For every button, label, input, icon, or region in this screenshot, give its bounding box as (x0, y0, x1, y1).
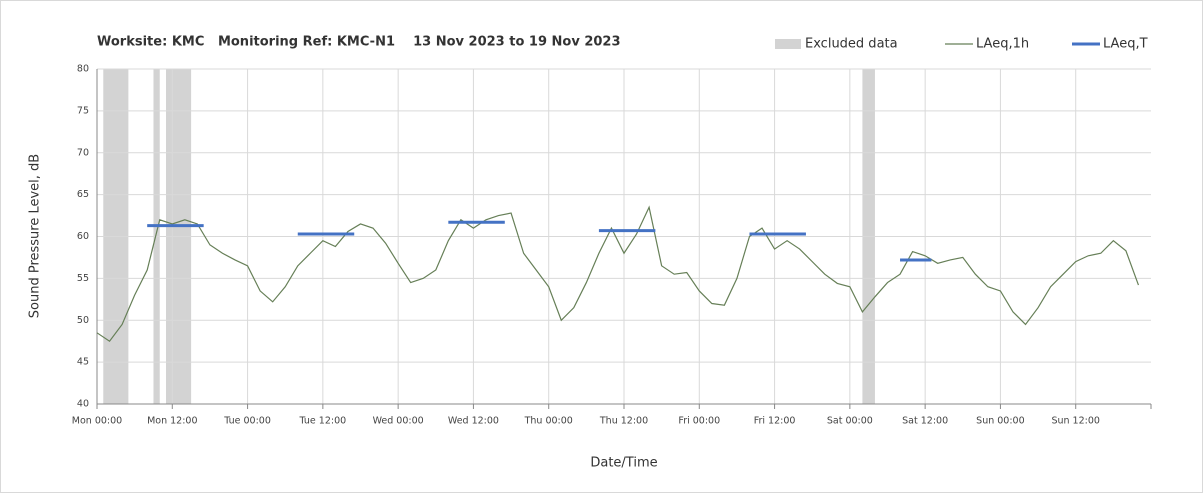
x-tick-label: Tue 00:00 (223, 416, 271, 427)
x-tick-label: Thu 00:00 (524, 416, 573, 427)
legend-label: LAeq,T (1103, 37, 1148, 52)
legend-label: LAeq,1h (976, 37, 1029, 52)
y-tick-label: 75 (77, 105, 89, 116)
x-tick-label: Tue 12:00 (299, 416, 347, 427)
y-tick-label: 55 (77, 273, 89, 284)
x-tick-label: Sun 12:00 (1051, 416, 1099, 427)
x-tick-label: Wed 12:00 (448, 416, 499, 427)
chart-title: Worksite: KMC Monitoring Ref: KMC-N1 13 … (97, 35, 621, 50)
y-axis-label: Sound Pressure Level, dB (28, 154, 43, 318)
x-tick-label: Mon 00:00 (72, 416, 122, 427)
y-tick-label: 50 (77, 315, 89, 326)
x-tick-label: Sun 00:00 (976, 416, 1024, 427)
x-tick-label: Fri 00:00 (678, 416, 720, 427)
legend-label: Excluded data (805, 37, 898, 52)
x-tick-label: Sat 00:00 (827, 416, 873, 427)
y-tick-label: 45 (77, 357, 89, 368)
y-tick-label: 65 (77, 189, 89, 200)
y-tick-label: 60 (77, 231, 89, 242)
x-tick-label: Mon 12:00 (147, 416, 197, 427)
x-tick-label: Thu 12:00 (599, 416, 648, 427)
y-tick-label: 70 (77, 147, 89, 158)
series-line (96, 205, 1140, 343)
y-tick-label: 40 (77, 399, 89, 410)
x-axis-label: Date/Time (590, 456, 657, 471)
x-tick-label: Wed 00:00 (373, 416, 424, 427)
y-tick-label: 80 (77, 64, 89, 75)
x-tick-label: Fri 12:00 (754, 416, 796, 427)
legend-swatch (775, 39, 801, 49)
x-tick-label: Sat 12:00 (902, 416, 948, 427)
